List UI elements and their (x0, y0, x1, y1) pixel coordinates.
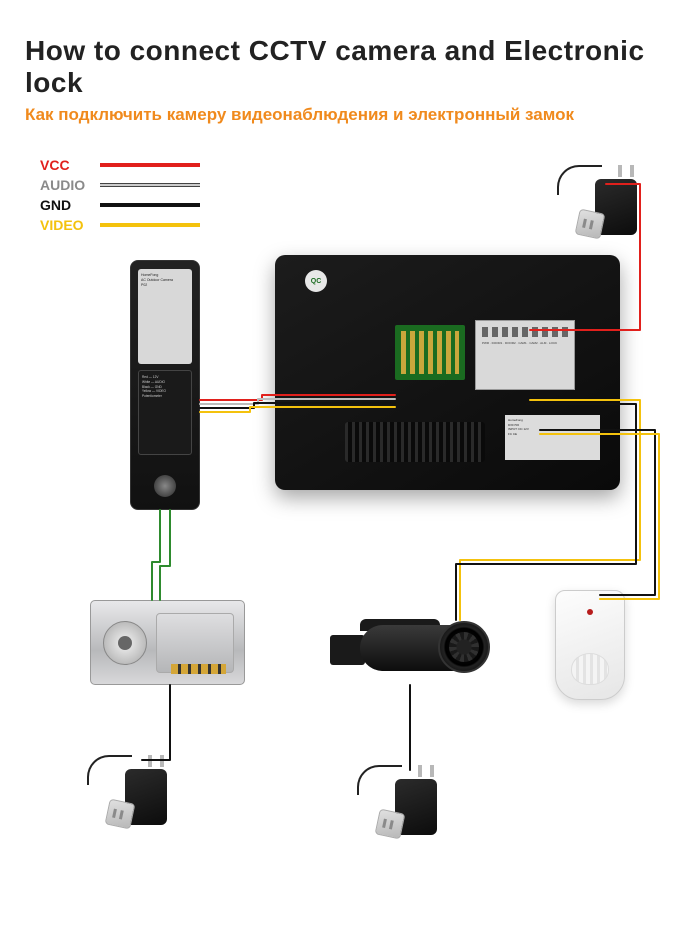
legend-swatch (100, 163, 200, 167)
terminal-labels: PWR · DOOR1 · DOOR2 · CAM1 · CAM2 · ALM … (482, 341, 568, 346)
door-panel-wire-plate: Red — 12V White — AUDIO Black — GND Yell… (138, 370, 192, 455)
pcb-connector-icon (395, 325, 465, 380)
legend-label: GND (40, 197, 100, 213)
title-english: How to connect CCTV camera and Electroni… (25, 35, 675, 99)
indoor-monitor: QC PWR · DOOR1 · DOOR2 · CAM1 · CAM2 · A… (275, 255, 620, 490)
legend-swatch (100, 223, 200, 227)
wire-lock-a (152, 510, 160, 600)
legend-row-audio: AUDIO (40, 175, 200, 195)
camera-lens-icon (438, 621, 490, 673)
adapter-prong-icon (430, 765, 434, 777)
lock-cylinder-icon (103, 621, 147, 665)
outdoor-door-panel: HomeFong AC Outdoor Camera P02 Red — 12V… (130, 260, 200, 510)
legend-label: VIDEO (40, 217, 100, 233)
legend-label: AUDIO (40, 177, 100, 193)
adapter-prong-icon (160, 755, 164, 767)
adapter-plug-icon (375, 809, 406, 840)
legend-label: VCC (40, 157, 100, 173)
title-block: How to connect CCTV camera and Electroni… (25, 35, 675, 125)
legend-row-vcc: VCC (40, 155, 200, 175)
adapter-prong-icon (630, 165, 634, 177)
volume-knob-icon (154, 475, 176, 497)
door-panel-spec-plate: HomeFong AC Outdoor Camera P02 (138, 269, 192, 364)
cctv-camera (330, 615, 490, 685)
qc-sticker-icon: QC (305, 270, 327, 292)
label: FC CE (508, 432, 597, 437)
adapter-plug-icon (105, 799, 136, 830)
wire-lock-b (160, 510, 170, 600)
legend-row-gnd: GND (40, 195, 200, 215)
legend-row-video: VIDEO (40, 215, 200, 235)
lock-terminals-icon (171, 664, 226, 674)
adapter-plug-icon (575, 209, 606, 240)
legend-swatch (100, 183, 200, 187)
title-russian: Как подключить камеру видеонаблюдения и … (25, 105, 675, 125)
wire-legend: VCC AUDIO GND VIDEO (40, 155, 200, 235)
power-adapter-cctv (365, 755, 437, 835)
vent-slots-icon (345, 422, 485, 462)
power-adapter-lock (95, 745, 167, 825)
electronic-lock (90, 600, 245, 685)
legend-swatch (100, 203, 200, 207)
label: Potentiometer (142, 394, 188, 399)
pir-sensor (555, 590, 625, 700)
monitor-info-plate: HomeFong DXF706 INPUT: DC 12V FC CE (505, 415, 600, 460)
label: P02 (141, 283, 189, 288)
pir-led-icon (587, 609, 593, 615)
terminal-block: PWR · DOOR1 · DOOR2 · CAM1 · CAM2 · ALM … (475, 320, 575, 390)
pir-fresnel-dome-icon (571, 653, 609, 685)
power-adapter-monitor (565, 155, 637, 235)
